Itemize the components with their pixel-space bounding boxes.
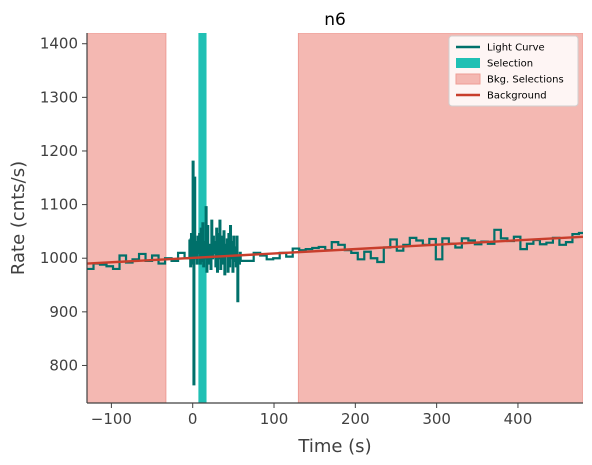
light-curve-segment-2 bbox=[189, 160, 242, 386]
x-tick-label: 400 bbox=[504, 410, 533, 428]
x-axis-title: Time (s) bbox=[297, 436, 371, 457]
y-tick-label: 1100 bbox=[40, 196, 78, 214]
x-tick-label: −100 bbox=[91, 410, 132, 428]
x-ticks: −100 0 100 200 300 400 bbox=[91, 403, 532, 428]
light-curve bbox=[87, 160, 583, 386]
legend-entry: Background bbox=[456, 91, 547, 102]
y-tick-label: 1200 bbox=[40, 142, 78, 160]
legend: Light Curve Selection Bkg. Selections Backg… bbox=[448, 35, 579, 107]
light-curve-segment-3 bbox=[240, 228, 583, 264]
y-tick-label: 1300 bbox=[40, 88, 78, 106]
y-tick-label: 900 bbox=[49, 303, 78, 321]
legend-label: Light Curve bbox=[487, 43, 545, 54]
selection bbox=[198, 33, 207, 403]
x-tick-label: 100 bbox=[260, 410, 289, 428]
chart-title: n6 bbox=[324, 10, 346, 30]
selection-region bbox=[198, 33, 207, 403]
legend-entry: Bkg. Selections bbox=[455, 73, 564, 86]
legend-frame bbox=[448, 35, 579, 107]
legend-label: Selection bbox=[487, 59, 533, 70]
y-tick-label: 1000 bbox=[40, 249, 78, 267]
legend-entry: Selection bbox=[456, 58, 533, 70]
y-tick-label: 800 bbox=[49, 356, 78, 374]
y-tick-label: 1400 bbox=[40, 35, 78, 53]
background-fit bbox=[87, 235, 583, 265]
legend-patch-swatch bbox=[456, 58, 480, 68]
legend-label: Background bbox=[487, 91, 547, 102]
x-tick-label: 0 bbox=[188, 410, 198, 428]
bkg-selection-region-1 bbox=[87, 33, 167, 403]
x-tick-label: 200 bbox=[341, 410, 370, 428]
legend-entry: Light Curve bbox=[456, 43, 545, 54]
light-curve-segment-1 bbox=[87, 239, 191, 271]
background-line bbox=[87, 235, 583, 265]
y-ticks: 800 900 1000 1100 1200 1300 1400 bbox=[40, 35, 87, 374]
x-tick-label: 300 bbox=[422, 410, 451, 428]
y-axis-title: Rate (cnts/s) bbox=[8, 161, 29, 275]
legend-patch-swatch bbox=[455, 73, 481, 85]
legend-label: Bkg. Selections bbox=[487, 75, 564, 86]
